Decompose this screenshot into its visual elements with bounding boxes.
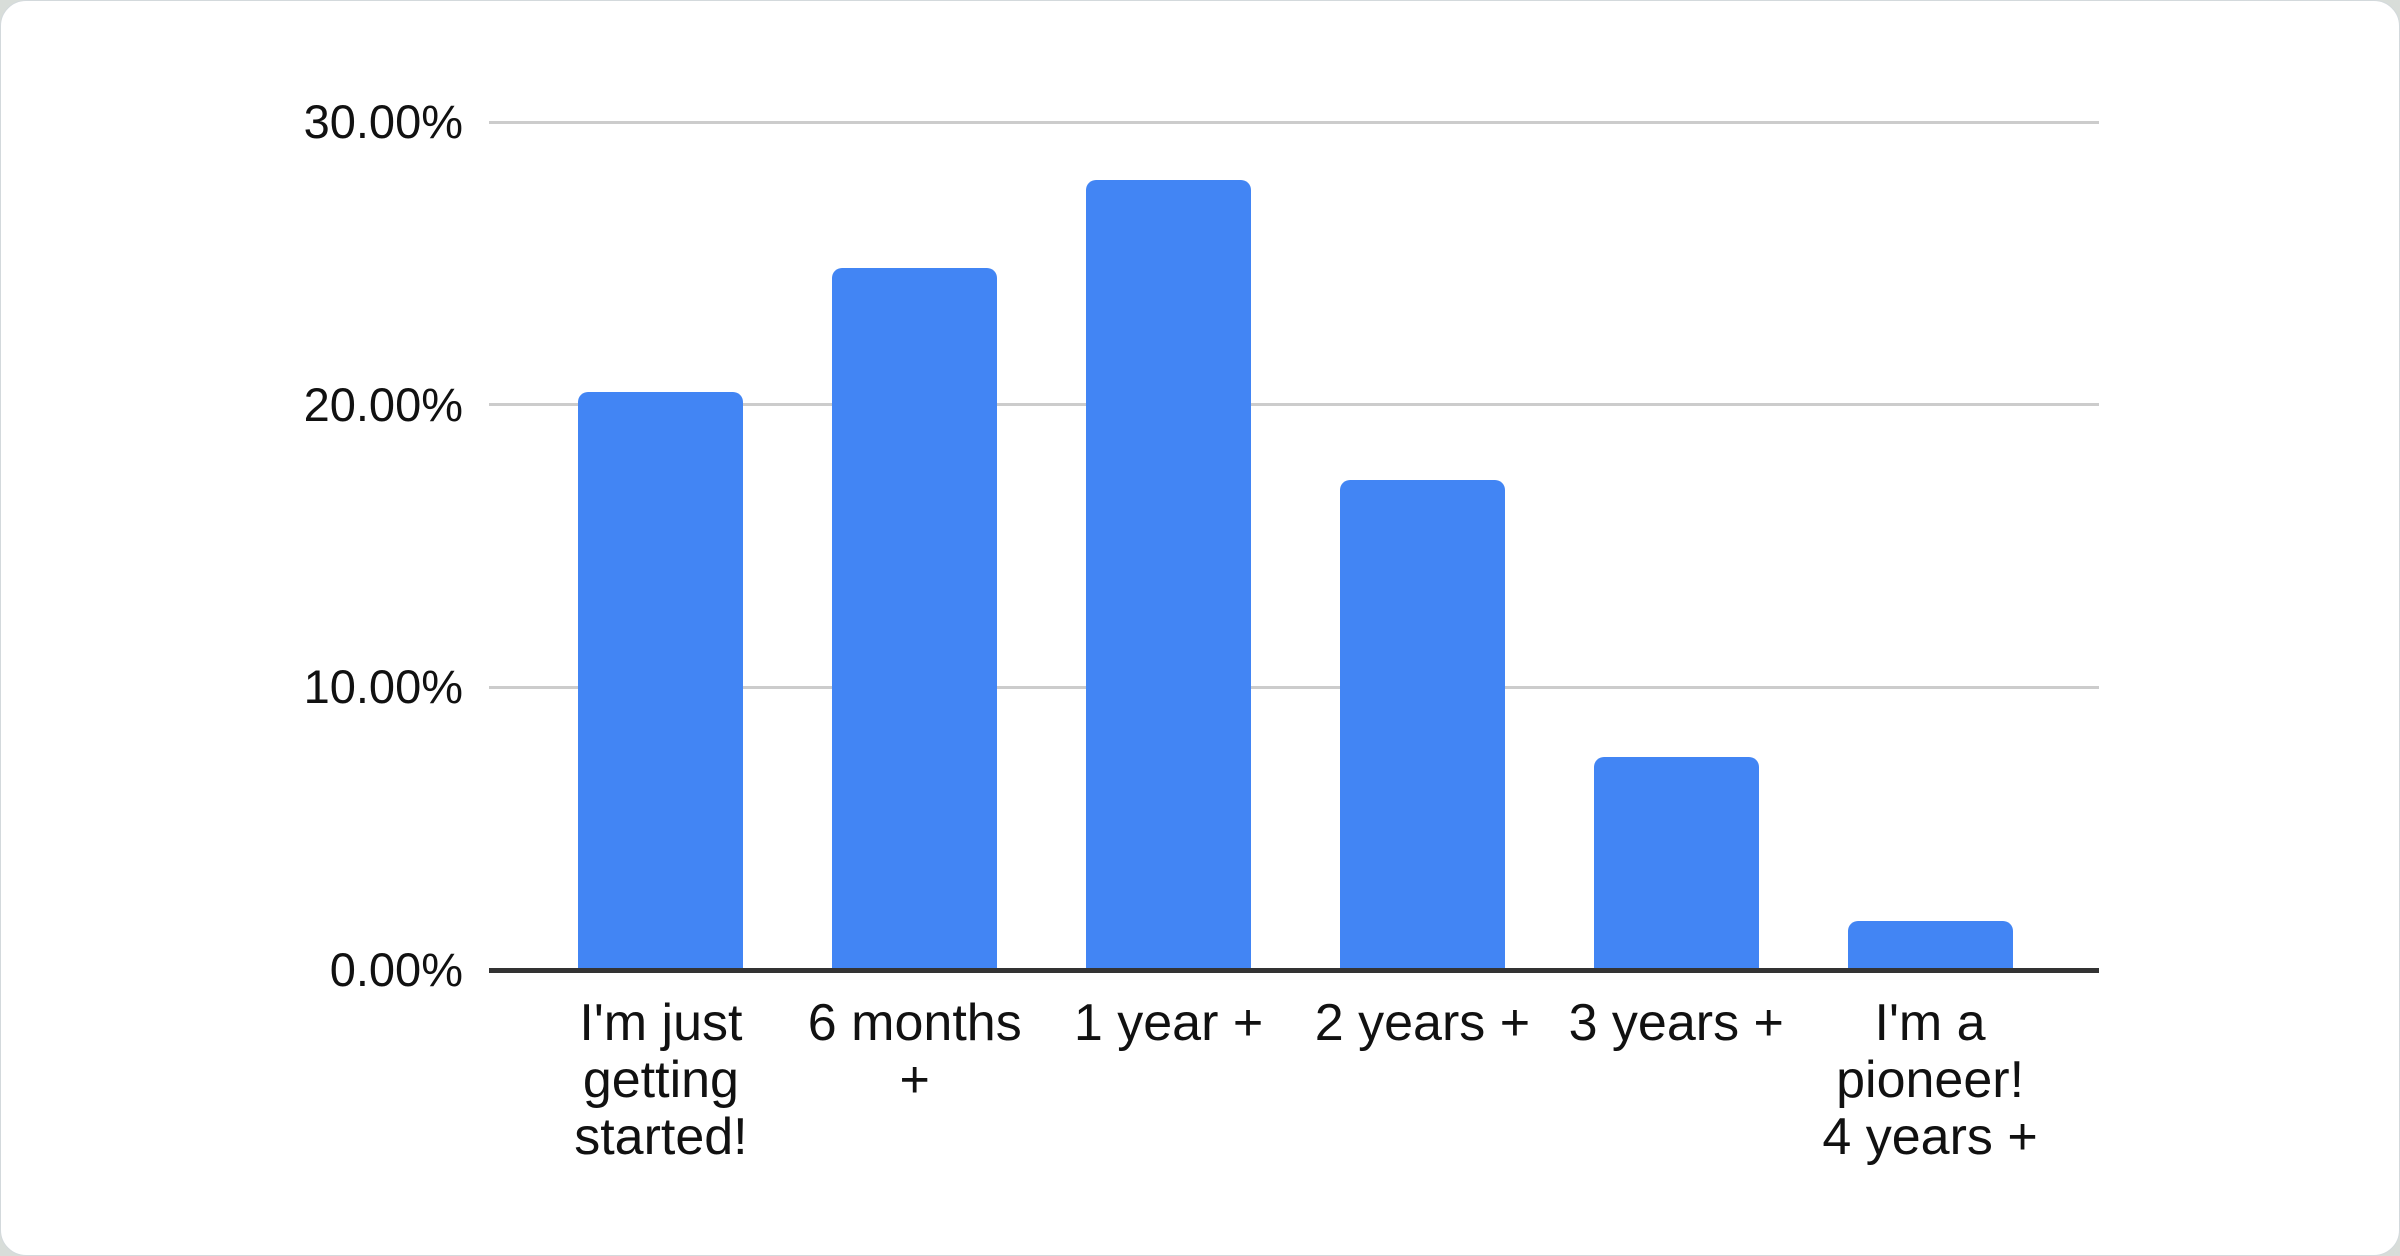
y-tick-label: 20.00% [303,377,463,431]
bar [578,391,744,970]
x-axis-line [489,967,2099,973]
gridline [489,120,2099,124]
bar [832,267,998,970]
y-tick-label: 0.00% [329,943,463,996]
x-axis-label: 2 years + [1314,994,1531,1052]
gridline [489,685,2099,689]
y-tick-label: 30.00% [303,95,463,148]
gridline [489,403,2099,407]
x-axis-label: 1 year + [1073,994,1264,1052]
x-axis-label: 3 years + [1568,994,1784,1052]
y-tick-label: 10.00% [303,660,463,714]
bar [1593,756,1759,970]
x-axis-label: I'm just getting started! [574,994,748,1166]
x-axis-label: I'm a pioneer! 4 years + [1822,994,2038,1166]
bar [1339,479,1505,970]
x-axis-label: 6 months + [807,994,1022,1109]
bar [1847,920,2013,970]
bar [1086,179,1252,970]
